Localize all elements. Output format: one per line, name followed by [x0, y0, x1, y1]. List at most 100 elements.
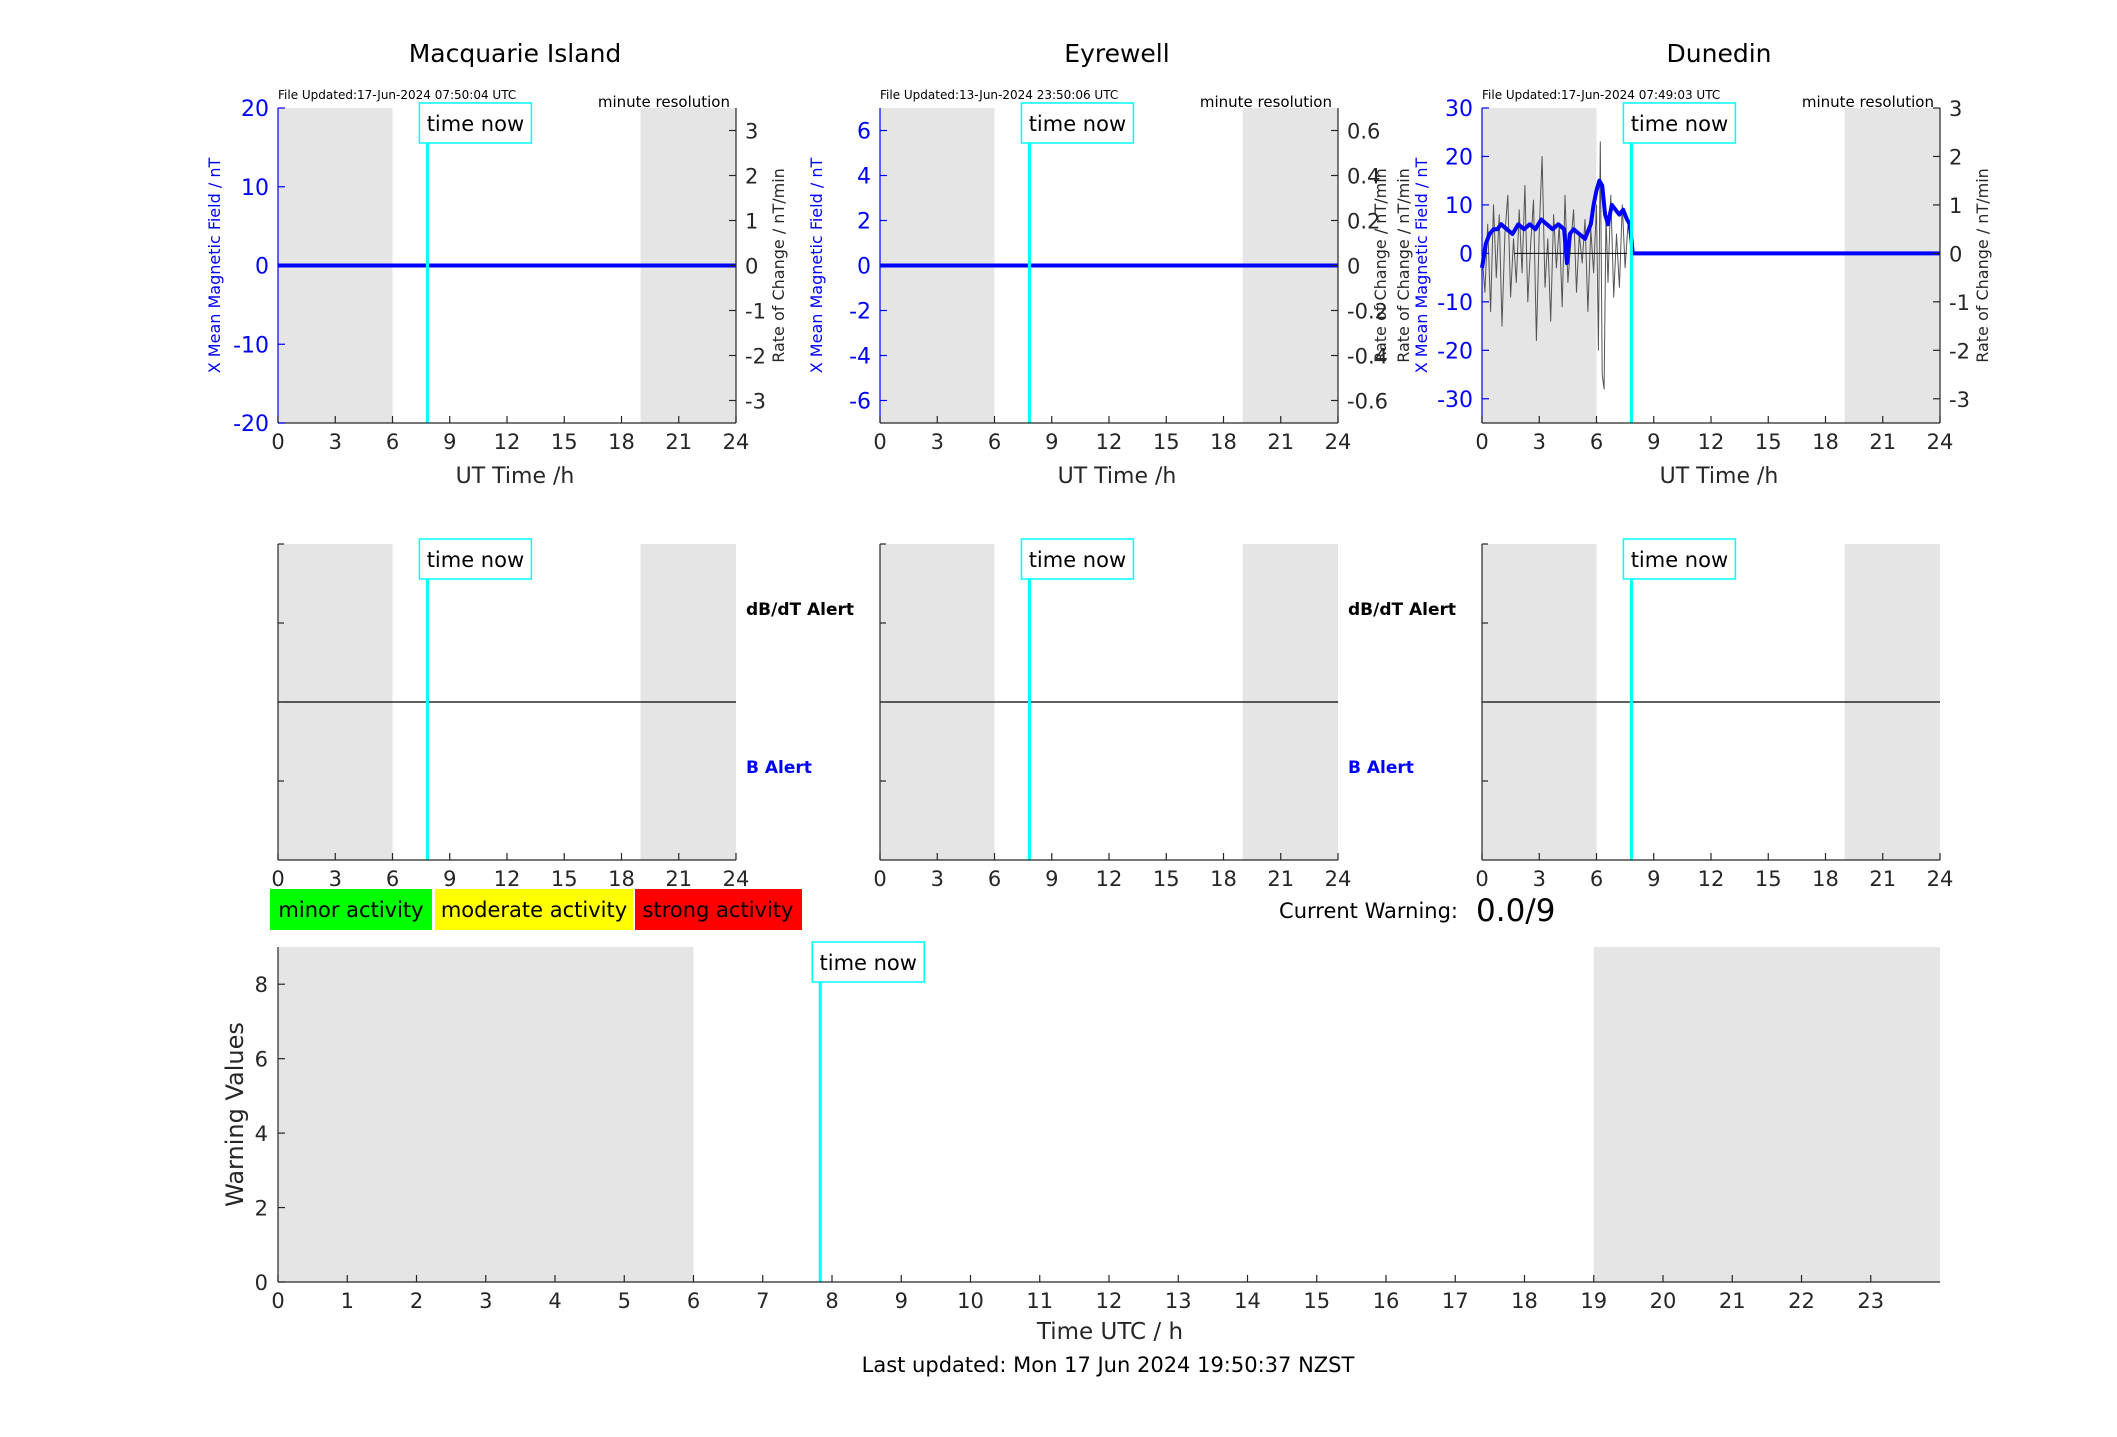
time-now-label-box — [1622, 102, 1737, 144]
x-tick-label: 12 — [494, 867, 521, 891]
y-left-tick-label: 6 — [857, 120, 871, 145]
x-tick-label: 6 — [1590, 430, 1603, 454]
y-tick-label: 8 — [255, 973, 268, 997]
time-now-label: time now — [1631, 112, 1728, 136]
x-tick-label: 15 — [551, 430, 578, 454]
x-tick-label: 18 — [1812, 430, 1839, 454]
x-tick-label: 6 — [1590, 867, 1603, 891]
x-tick-label: 3 — [931, 430, 944, 454]
x-tick-label: 8 — [825, 1289, 838, 1313]
current-warning-value: 0.0/9 — [1476, 893, 1555, 929]
b-alert-label: B Alert — [1348, 758, 1414, 778]
legend-moderate-label: moderate activity — [441, 898, 627, 922]
x-tick-label: 15 — [1755, 867, 1782, 891]
y-tick-label: 2 — [255, 1197, 268, 1221]
station-title: Dunedin — [1667, 39, 1772, 68]
x-tick-label: 9 — [1045, 867, 1058, 891]
x-tick-label: 24 — [723, 867, 750, 891]
y-left-title: X Mean Magnetic Field / nT — [205, 158, 224, 374]
x-axis-title: UT Time /h — [456, 464, 575, 489]
x-tick-label: 21 — [1869, 867, 1896, 891]
last-updated: Last updated: Mon 17 Jun 2024 19:50:37 N… — [862, 1353, 1355, 1377]
x-tick-label: 21 — [665, 867, 692, 891]
y-right-tick-label: 3 — [745, 120, 758, 144]
y-right-tick-label: 1 — [745, 210, 758, 234]
y-tick-label: 0 — [255, 1271, 268, 1295]
x-tick-label: 21 — [1267, 430, 1294, 454]
y-left-tick-label: -6 — [849, 390, 871, 415]
y-right-tick-label: 0 — [745, 255, 758, 279]
x-tick-label: 15 — [551, 867, 578, 891]
activity-legend: minor activity moderate activity strong … — [270, 889, 802, 930]
resolution-label: minute resolution — [598, 93, 730, 111]
x-tick-label: 3 — [329, 430, 342, 454]
legend-strong-label: strong activity — [643, 898, 794, 922]
x-tick-label: 3 — [1533, 430, 1546, 454]
x-tick-label: 19 — [1580, 1289, 1607, 1313]
time-now-label: time now — [1029, 548, 1126, 572]
shaded-night-region — [1844, 108, 1940, 423]
x-tick-label: 10 — [957, 1289, 984, 1313]
station-title: Eyrewell — [1064, 39, 1169, 68]
x-tick-label: 3 — [1533, 867, 1546, 891]
y-left-tick-label: -2 — [849, 300, 871, 325]
x-tick-label: 9 — [443, 867, 456, 891]
time-now-label-box — [811, 941, 925, 983]
y-tick-label: 4 — [255, 1122, 268, 1146]
x-tick-label: 15 — [1153, 430, 1180, 454]
x-tick-label: 6 — [687, 1289, 700, 1313]
x-tick-label: 9 — [443, 430, 456, 454]
y-right-tick-label: -3 — [745, 390, 766, 414]
y-left-tick-label: 10 — [241, 176, 269, 201]
y-right-tick-label: 0.6 — [1347, 120, 1380, 144]
x-tick-label: 18 — [608, 430, 635, 454]
x-tick-label: 18 — [1210, 867, 1237, 891]
x-tick-label: 7 — [756, 1289, 769, 1313]
series-line-1 — [1480, 178, 1940, 269]
x-tick-label: 13 — [1165, 1289, 1192, 1313]
time-now-label-box — [1020, 102, 1135, 144]
y-tick-label: 6 — [255, 1048, 268, 1072]
y-left-tick-label: -30 — [1437, 388, 1473, 413]
y-right-tick-label: -1 — [1949, 291, 1970, 315]
y-left-title-field: X Mean Magnetic Field / nT — [1412, 158, 1431, 374]
y-right-title: Rate of Change / nT/min — [1371, 168, 1390, 363]
time-now-label-box — [418, 102, 533, 144]
x-tick-label: 14 — [1234, 1289, 1261, 1313]
time-now-label: time now — [427, 112, 524, 136]
y-right-tick-label: 2 — [745, 165, 758, 189]
file-updated: File Updated:17-Jun-2024 07:50:04 UTC — [278, 88, 516, 102]
b-alert-label: B Alert — [746, 758, 812, 778]
x-tick-label: 3 — [931, 867, 944, 891]
x-axis-title: UT Time /h — [1660, 464, 1779, 489]
shaded-night-region — [1593, 947, 1940, 1282]
x-tick-label: 12 — [1096, 1289, 1123, 1313]
legend-moderate-swatch — [435, 889, 633, 930]
x-tick-label: 6 — [988, 430, 1001, 454]
time-now-label: time now — [427, 548, 524, 572]
legend-minor-label: minor activity — [278, 898, 423, 922]
x-tick-label: 21 — [1869, 430, 1896, 454]
y-left-tick-label: 2 — [857, 210, 871, 235]
file-updated: File Updated:17-Jun-2024 07:49:03 UTC — [1482, 88, 1720, 102]
y-right-tick-label: -1 — [745, 300, 766, 324]
x-tick-label: 12 — [494, 430, 521, 454]
legend-strong-swatch — [635, 889, 802, 930]
x-tick-label: 21 — [1267, 867, 1294, 891]
x-tick-label: 4 — [548, 1289, 561, 1313]
x-tick-label: 3 — [479, 1289, 492, 1313]
x-tick-label: 0 — [1475, 867, 1488, 891]
x-tick-label: 23 — [1857, 1289, 1884, 1313]
y-left-tick-label: 0 — [857, 255, 871, 280]
shaded-night-region — [278, 947, 694, 1282]
y-right-tick-label: 0.2 — [1347, 210, 1380, 234]
y-right-tick-label: -2 — [745, 345, 766, 369]
x-tick-label: 9 — [1045, 430, 1058, 454]
x-tick-label: 9 — [895, 1289, 908, 1313]
x-tick-label: 12 — [1698, 867, 1725, 891]
time-now-label-box — [418, 538, 533, 580]
y-left-tick-label: -20 — [1437, 339, 1473, 364]
